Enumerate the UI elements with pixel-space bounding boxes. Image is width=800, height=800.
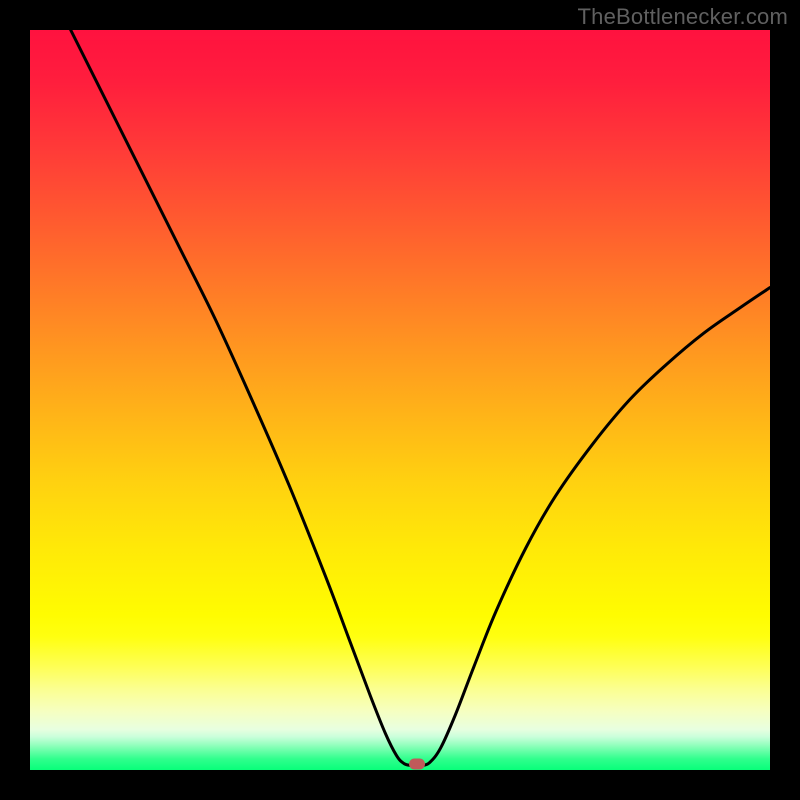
curve-left-branch: [71, 30, 411, 766]
attribution-text: TheBottlenecker.com: [578, 4, 788, 30]
bottleneck-curve: [30, 30, 770, 770]
curve-right-branch: [422, 288, 770, 766]
minimum-marker: [409, 758, 425, 769]
plot-area: [30, 30, 770, 770]
